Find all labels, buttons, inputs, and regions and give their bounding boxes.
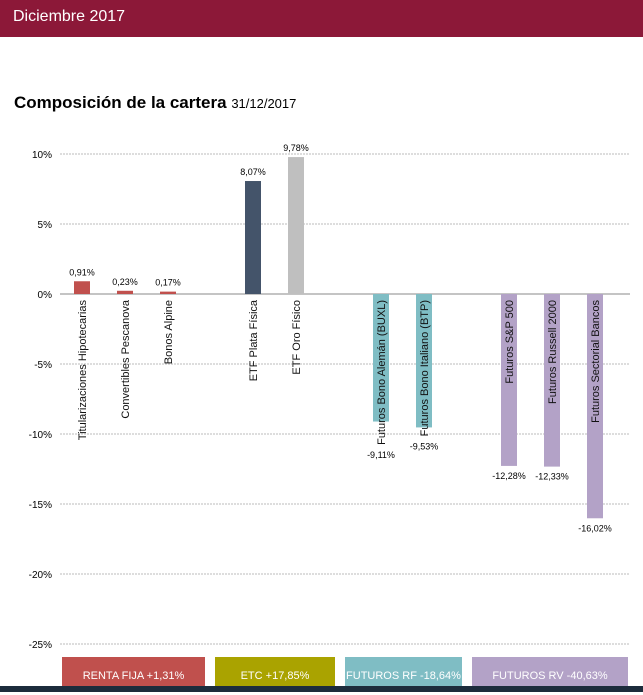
chart-title: Composición de la cartera 31/12/2017 [14,93,296,113]
y-tick-label: 10% [32,150,52,161]
bar [373,294,389,422]
y-tick-label: -20% [29,570,52,581]
bar [416,294,432,428]
y-tick-label: -25% [29,640,52,651]
category-label: Bonos Alpine [163,300,175,364]
data-label: -9,53% [410,441,439,451]
bar [245,181,261,294]
legend-futuros-rf: FUTUROS RF -18,64% [345,657,462,689]
legend-futuros-rv: FUTUROS RV -40,63% [472,657,628,689]
data-label: 0,17% [155,278,181,288]
data-label: 0,23% [112,277,138,287]
bar [587,294,603,519]
category-label: ETF Oro Físico [291,300,303,375]
title-text: Composición de la cartera [14,93,227,112]
legend-renta-fija: RENTA FIJA +1,31% [62,657,205,689]
bar [74,281,90,294]
category-label: Futuros Sectorial Bancos [590,300,602,423]
bar [288,157,304,294]
chart-date: 31/12/2017 [231,96,297,111]
legend-etc: ETC +17,85% [215,657,335,689]
data-label: 9,78% [283,143,309,153]
bar [544,294,560,467]
y-tick-label: -5% [34,360,52,371]
bar [501,294,517,466]
category-label: Futuros Bono Italiano (BTP) [419,300,431,436]
header-band: Diciembre 2017 [0,0,643,37]
y-tick-label: 0% [38,290,53,301]
category-label: Convertibles Pescanova [120,299,132,419]
data-label: 8,07% [240,167,266,177]
footer-bar [0,686,643,692]
bar [117,290,133,294]
bar [160,291,176,294]
y-tick-label: 5% [38,220,53,231]
data-label: -16,02% [578,523,612,533]
category-label: Futuros S&P 500 [504,300,516,384]
header-title: Diciembre 2017 [13,8,126,25]
data-label: -9,11% [367,450,395,460]
y-tick-label: -15% [29,500,52,511]
data-label: -12,33% [535,472,569,482]
category-label: Titularizaciones Hipotecarias [77,300,89,441]
category-label: Futuros Bono Alemán (BUXL) [376,300,388,445]
category-label: ETF Plata Física [248,299,260,381]
data-label: -12,28% [492,471,526,481]
y-tick-label: -10% [29,430,52,441]
data-label: 0,91% [69,267,95,277]
category-label: Futuros Russell 2000 [547,300,559,404]
